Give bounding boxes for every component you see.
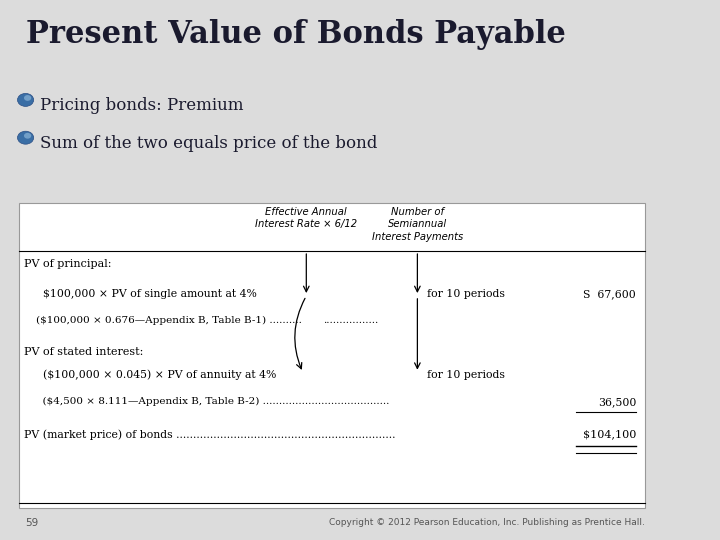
Text: ($100,000 × 0.676—Appendix B, Table B-1) ..........: ($100,000 × 0.676—Appendix B, Table B-1)…	[36, 316, 302, 325]
Circle shape	[17, 93, 34, 106]
Text: Effective Annual
Interest Rate × 6/12: Effective Annual Interest Rate × 6/12	[256, 207, 357, 229]
Text: Number of
Semiannual
Interest Payments: Number of Semiannual Interest Payments	[372, 207, 463, 241]
Text: 59: 59	[26, 518, 39, 529]
Text: $104,100: $104,100	[582, 429, 636, 440]
Text: ($100,000 × 0.045) × PV of annuity at 4%: ($100,000 × 0.045) × PV of annuity at 4%	[36, 370, 276, 381]
Text: Sum of the two equals price of the bond: Sum of the two equals price of the bond	[40, 135, 378, 152]
Circle shape	[17, 131, 34, 144]
Text: PV (market price) of bonds .....................................................: PV (market price) of bonds .............…	[24, 429, 396, 440]
Text: Present Value of Bonds Payable: Present Value of Bonds Payable	[26, 19, 565, 50]
Text: $100,000 × PV of single amount at 4%: $100,000 × PV of single amount at 4%	[36, 289, 256, 299]
Text: ($4,500 × 8.111—Appendix B, Table B-2) .......................................: ($4,500 × 8.111—Appendix B, Table B-2) .…	[36, 397, 389, 406]
Text: Pricing bonds: Premium: Pricing bonds: Premium	[40, 97, 244, 114]
Text: 36,500: 36,500	[598, 397, 636, 407]
Text: for 10 periods: for 10 periods	[428, 370, 505, 380]
Text: PV of principal:: PV of principal:	[24, 259, 112, 269]
Text: PV of stated interest:: PV of stated interest:	[24, 347, 143, 357]
Circle shape	[24, 133, 31, 139]
Text: for 10 periods: for 10 periods	[428, 289, 505, 299]
Text: S  67,600: S 67,600	[583, 289, 636, 299]
Bar	[19, 202, 645, 508]
Circle shape	[24, 95, 31, 101]
Text: .................: .................	[323, 316, 379, 325]
Text: Copyright © 2012 Pearson Education, Inc. Publishing as Prentice Hall.: Copyright © 2012 Pearson Education, Inc.…	[329, 518, 645, 528]
